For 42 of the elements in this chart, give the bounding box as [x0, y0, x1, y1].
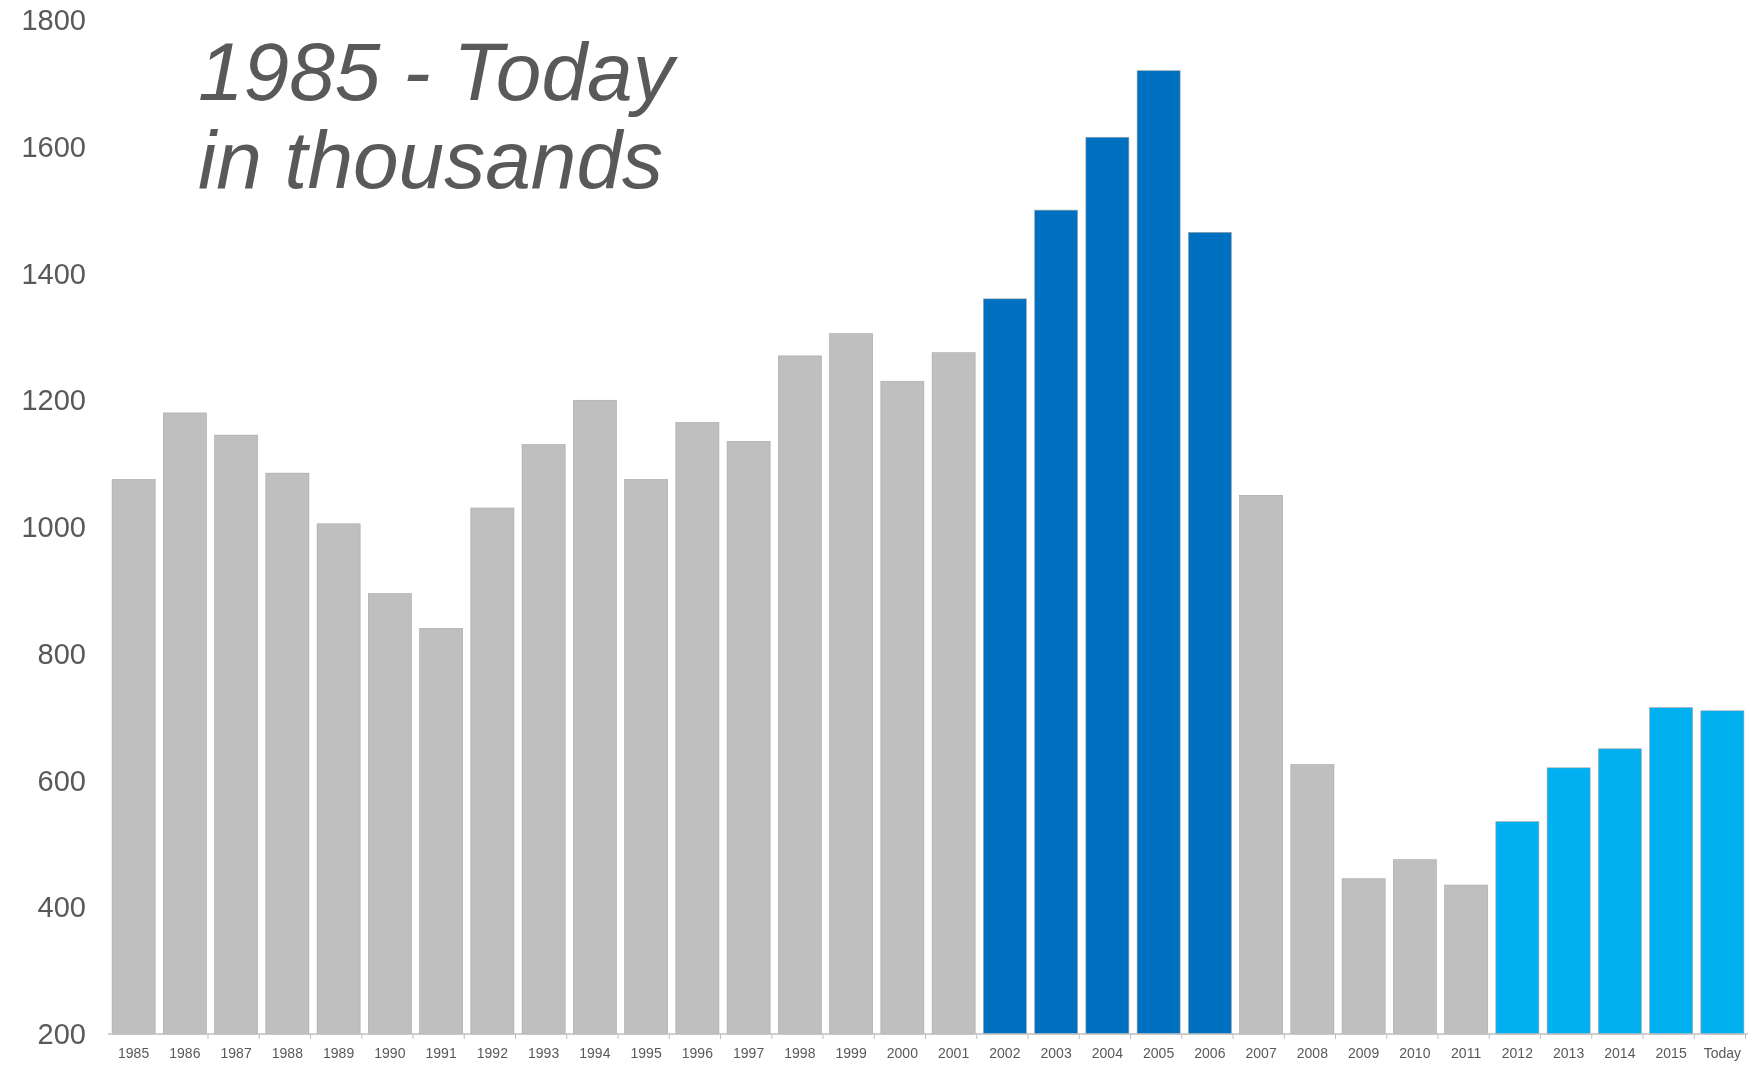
x-tick-label: 2000: [886, 1045, 919, 1061]
x-tick-label: 2013: [1553, 1045, 1585, 1061]
y-tick-label: 1200: [21, 384, 86, 417]
y-tick-label: 1000: [21, 511, 86, 544]
x-tick-label: 2006: [1194, 1045, 1226, 1061]
x-tick-label: 2003: [1040, 1045, 1072, 1061]
x-tick-label: 2015: [1655, 1045, 1687, 1061]
x-tick-label: 1994: [579, 1045, 611, 1061]
x-tick-label: 2008: [1296, 1045, 1329, 1061]
x-tick-label: 2011: [1451, 1045, 1482, 1061]
y-tick-label: 400: [37, 891, 86, 924]
x-tick-label: 2005: [1143, 1045, 1175, 1061]
x-tick-label: 1995: [630, 1045, 662, 1061]
y-tick-label: 1600: [21, 130, 86, 163]
x-tick-label: 2004: [1091, 1045, 1124, 1061]
y-tick-label: 800: [37, 637, 86, 670]
text: 1985 - Today in thousands: [198, 26, 679, 205]
x-tick-label: 1997: [733, 1045, 765, 1061]
y-tick-label: 600: [37, 764, 86, 797]
x-tick-label: 1992: [476, 1045, 509, 1061]
x-tick-label: 1990: [374, 1045, 406, 1061]
x-tick-label: 1987: [220, 1045, 252, 1061]
x-tick-label: 2001: [938, 1045, 970, 1061]
y-tick-label: 1800: [21, 4, 86, 37]
x-tick-label: 1989: [323, 1045, 355, 1061]
x-tick-label: 1985: [118, 1045, 150, 1061]
x-tick-label: 2002: [989, 1045, 1021, 1061]
y-tick-label: 200: [37, 1018, 86, 1051]
x-tick-label: 2009: [1348, 1045, 1380, 1061]
x-tick-label: 1991: [425, 1045, 457, 1061]
x-tick-label: 1988: [271, 1045, 304, 1061]
x-tick-label: 1998: [784, 1045, 816, 1061]
x-tick-label: 2014: [1604, 1045, 1636, 1061]
x-tick-label: 2007: [1245, 1045, 1277, 1061]
x-tick-label: Today: [1703, 1045, 1742, 1061]
x-tick-label: 1996: [681, 1045, 714, 1061]
x-tick-label: 1999: [835, 1045, 867, 1061]
x-tick-label: 2010: [1399, 1045, 1431, 1061]
x-tick-label: 2012: [1501, 1045, 1534, 1061]
y-tick-label: 1400: [21, 257, 86, 290]
x-tick-label: 1986: [169, 1045, 201, 1061]
x-tick-label: 1993: [528, 1045, 560, 1061]
